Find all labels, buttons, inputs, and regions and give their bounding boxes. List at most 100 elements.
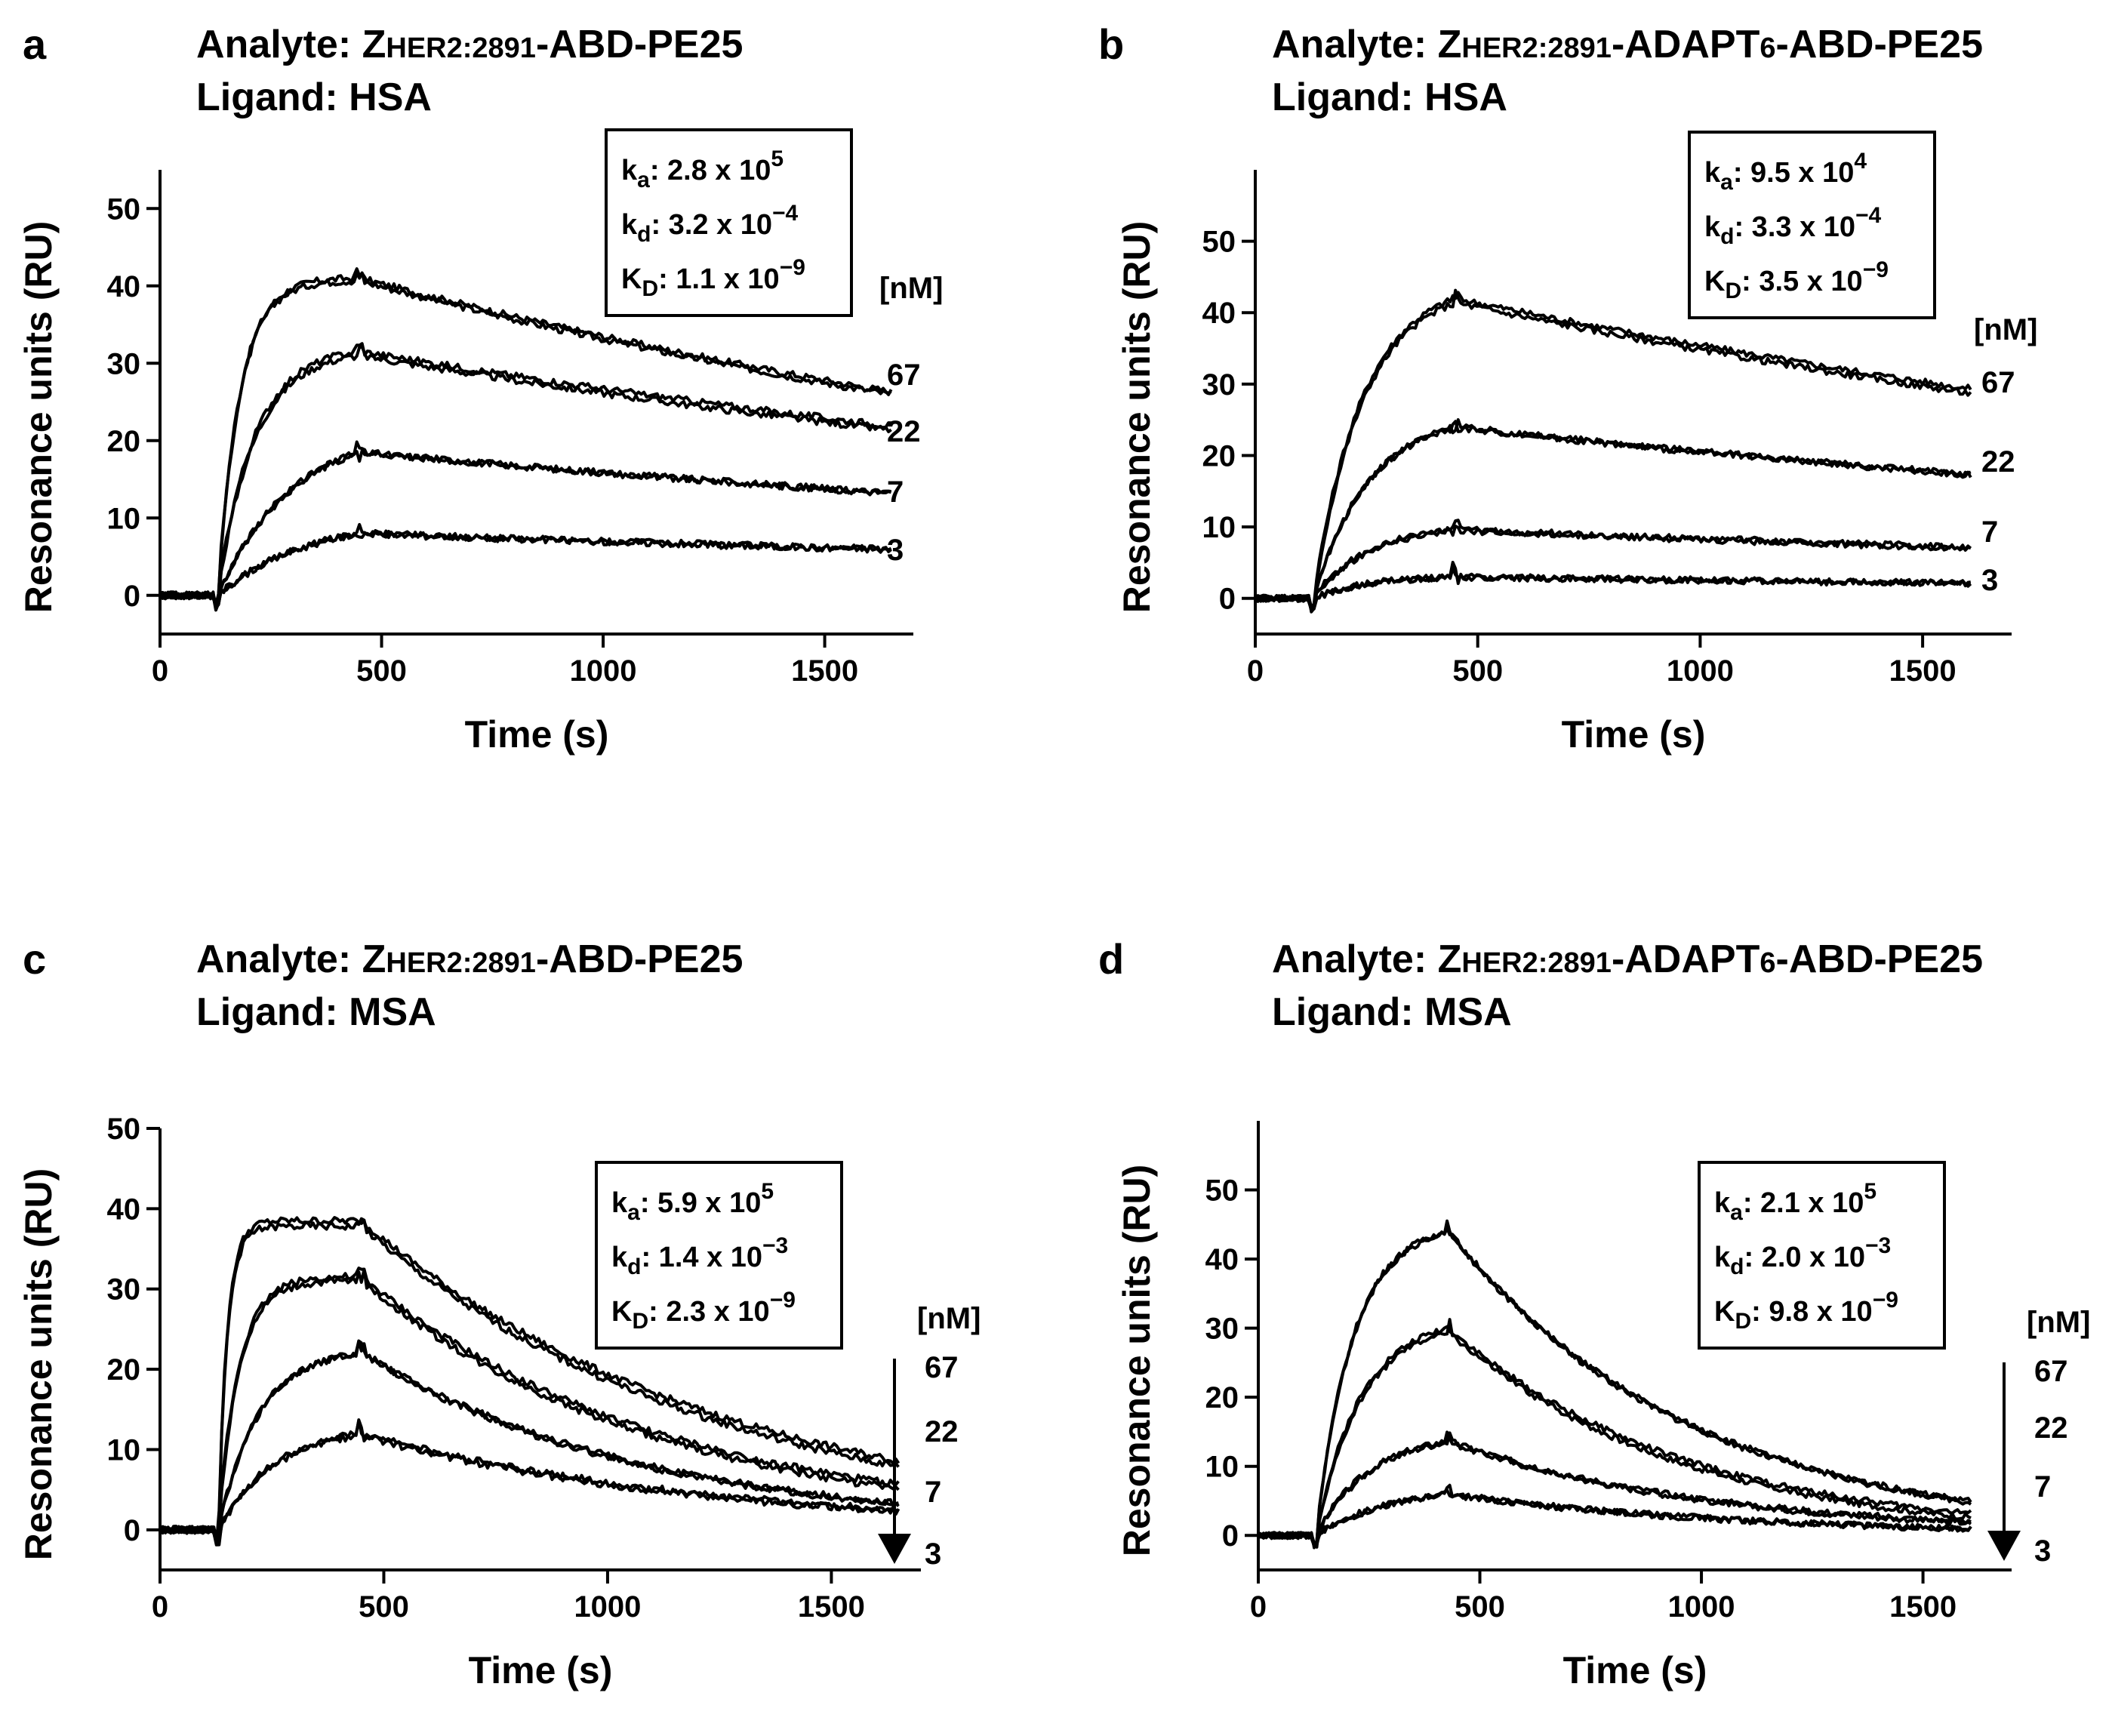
- series-22nM-curve: [1258, 1318, 1972, 1549]
- x-axis-title: Time (s): [1563, 1649, 1707, 1691]
- kinetic-ka: ka: 2.8 x 105: [621, 146, 784, 192]
- series-7nM-curve: [159, 1339, 899, 1544]
- chart-panel-c: c Analyte: ZHER2:2891-ABD-PE25 Ligand: MSA…: [17, 935, 981, 1691]
- x-axis-title: Time (s): [465, 713, 609, 756]
- conc-unit-label: [nM]: [879, 272, 943, 305]
- decreasing-conc-arrow-head: [878, 1534, 911, 1564]
- y-tick-label: 20: [107, 1353, 141, 1387]
- conc-label-67: 67: [2034, 1355, 2068, 1388]
- conc-label-67: 67: [925, 1351, 959, 1384]
- kinetics-box: [1688, 131, 1936, 319]
- ligand-label: Ligand: HSA: [196, 75, 432, 119]
- ligand-label: Ligand: MSA: [1272, 990, 1512, 1034]
- x-axis-title: Time (s): [469, 1649, 613, 1691]
- y-tick-label: 30: [1205, 1313, 1239, 1346]
- conc-label-7: 7: [925, 1476, 941, 1509]
- series-22nM-curve: [159, 342, 891, 606]
- y-tick-label: 0: [124, 1514, 140, 1547]
- analyte-label: Analyte: ZHER2:2891-ABD-PE25: [196, 937, 743, 981]
- series-67nM-curve: [159, 1217, 900, 1541]
- kinetics-box: [1698, 1161, 1946, 1350]
- conc-label-67: 67: [887, 359, 921, 392]
- conc-label-7: 7: [2034, 1470, 2051, 1504]
- y-tick-label: 20: [1202, 439, 1236, 472]
- series-3nM-curve: [159, 1419, 901, 1547]
- conc-label-3: 3: [2034, 1534, 2051, 1568]
- x-tick-label: 1500: [798, 1590, 865, 1624]
- panel-letter: d: [1098, 935, 1124, 983]
- kinetics-box: [605, 128, 853, 317]
- conc-unit-label: [nM]: [1974, 313, 2037, 346]
- analyte-label: Analyte: ZHER2:2891-ADAPT6-ABD-PE25: [1272, 937, 1983, 981]
- kinetic-kd: kd: 3.2 x 10−4: [621, 201, 799, 247]
- series-7nM-curve: [1255, 519, 1972, 614]
- kinetic-KD: KD: 9.8 x 10−9: [1714, 1288, 1898, 1334]
- y-tick-label: 50: [1202, 226, 1236, 259]
- kinetic-ka: ka: 5.9 x 105: [611, 1179, 774, 1225]
- x-tick-label: 0: [1250, 1590, 1267, 1624]
- series-22nM-curve: [159, 1267, 900, 1544]
- conc-label-7: 7: [1981, 516, 1998, 549]
- x-axis-title: Time (s): [1562, 713, 1706, 756]
- series-67nM-curve: [1254, 288, 1972, 609]
- y-tick-label: 0: [1222, 1519, 1239, 1553]
- y-tick-label: 10: [1205, 1451, 1239, 1484]
- kinetic-kd: kd: 3.3 x 10−4: [1704, 203, 1882, 249]
- analyte-label: Analyte: ZHER2:2891-ABD-PE25: [196, 23, 743, 66]
- panel-letter: b: [1098, 20, 1124, 68]
- x-tick-label: 1000: [1667, 654, 1734, 688]
- ligand-label: Ligand: MSA: [196, 990, 436, 1034]
- kinetic-kd: kd: 1.4 x 10−3: [611, 1233, 788, 1279]
- x-tick-label: 0: [152, 654, 168, 688]
- y-tick-label: 20: [107, 425, 141, 458]
- kinetic-KD: KD: 1.1 x 10−9: [621, 255, 805, 301]
- x-tick-label: 1500: [1889, 1590, 1957, 1624]
- conc-label-7: 7: [887, 476, 904, 509]
- y-axis-title: Resonance units (RU): [17, 221, 60, 614]
- x-tick-label: 500: [356, 654, 407, 688]
- y-tick-label: 50: [107, 1113, 141, 1146]
- x-tick-label: 1500: [791, 654, 858, 688]
- decreasing-conc-arrow-head: [1987, 1531, 2021, 1561]
- x-tick-label: 0: [1247, 654, 1264, 688]
- y-tick-label: 0: [1219, 583, 1236, 616]
- kinetic-kd: kd: 2.0 x 10−3: [1714, 1233, 1891, 1279]
- x-tick-label: 1000: [570, 654, 637, 688]
- y-tick-label: 10: [107, 1433, 141, 1467]
- y-tick-label: 40: [107, 1193, 141, 1226]
- y-axis-title: Resonance units (RU): [1116, 1165, 1158, 1557]
- series-67nM-curve: [159, 271, 892, 612]
- kinetic-KD: KD: 3.5 x 10−9: [1704, 257, 1889, 303]
- series-67nM-curve: [159, 1216, 901, 1546]
- kinetics-box: [595, 1161, 843, 1350]
- panel-letter: c: [23, 935, 46, 983]
- analyte-label: Analyte: ZHER2:2891-ADAPT6-ABD-PE25: [1272, 23, 1983, 66]
- series-3nM-curve: [1257, 1483, 1972, 1546]
- y-tick-label: 20: [1205, 1381, 1239, 1414]
- conc-label-3: 3: [925, 1537, 941, 1571]
- kinetic-KD: KD: 2.3 x 10−9: [611, 1288, 796, 1334]
- y-tick-label: 40: [1205, 1243, 1239, 1276]
- series-3nM-curve: [159, 529, 892, 612]
- series-67nM-curve: [1254, 291, 1972, 611]
- kinetic-ka: ka: 9.5 x 104: [1704, 149, 1867, 195]
- x-tick-label: 500: [1452, 654, 1503, 688]
- y-tick-label: 0: [124, 580, 140, 613]
- x-tick-label: 1000: [574, 1590, 641, 1624]
- y-axis-title: Resonance units (RU): [17, 1168, 60, 1561]
- kinetic-ka: ka: 2.1 x 105: [1714, 1179, 1876, 1225]
- y-axis-title: Resonance units (RU): [1116, 221, 1158, 614]
- y-tick-label: 50: [107, 192, 141, 226]
- series-22nM-curve: [159, 1267, 900, 1542]
- conc-unit-label: [nM]: [2027, 1306, 2090, 1339]
- conc-label-3: 3: [1981, 564, 1998, 597]
- x-tick-label: 1500: [1889, 654, 1957, 688]
- chart-panel-a: a Analyte: ZHER2:2891-ABD-PE25 Ligand: HSA…: [17, 20, 943, 756]
- y-tick-label: 30: [107, 1273, 141, 1307]
- series-3nM-curve: [1254, 561, 1972, 611]
- x-tick-label: 1000: [1668, 1590, 1735, 1624]
- conc-label-22: 22: [887, 415, 921, 448]
- y-tick-label: 30: [107, 347, 141, 380]
- y-tick-label: 40: [107, 270, 141, 303]
